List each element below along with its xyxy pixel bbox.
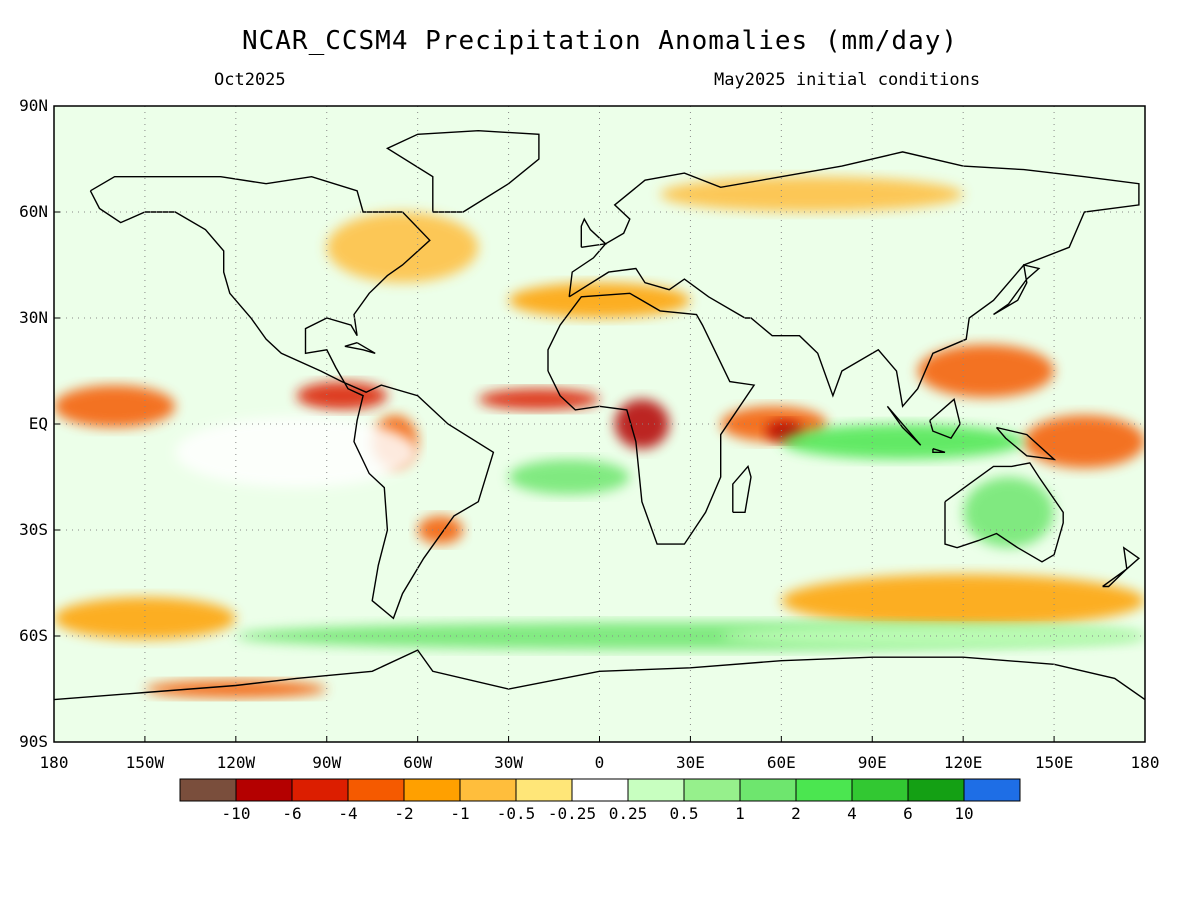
anomaly-region — [326, 212, 479, 283]
lat-tick-label: 30S — [19, 520, 48, 539]
lat-tick-label: 30N — [19, 308, 48, 327]
lat-tick-label: 60N — [19, 202, 48, 221]
colorbar-swatch — [515, 778, 573, 802]
coastline — [54, 649, 1145, 701]
coastline — [944, 462, 1064, 563]
anomaly-region — [54, 597, 236, 640]
coastline — [580, 217, 608, 248]
colorbar-label: -0.5 — [497, 804, 536, 823]
coastline — [547, 292, 756, 545]
anomaly-region — [614, 399, 670, 449]
anomaly-region — [917, 344, 1055, 398]
coastline — [993, 264, 1041, 316]
anomaly-field — [54, 176, 1145, 698]
anomaly-region — [175, 416, 418, 488]
coastline — [732, 464, 752, 513]
colorbar: -10 -6 -4 -2 -1 -0.5 -0.25 0.25 0.5 1 2 4 6 10 — [179, 778, 1021, 823]
colorbar-swatch — [739, 778, 797, 802]
colorbar-swatch — [571, 778, 629, 802]
colorbar-swatch — [459, 778, 517, 802]
anomaly-region — [508, 282, 691, 319]
colorbar-label: -0.25 — [548, 804, 596, 823]
colorbar-swatch — [907, 778, 965, 802]
coastline — [89, 175, 495, 620]
coastline — [995, 426, 1057, 461]
anomaly-region — [296, 381, 388, 410]
lon-tick-label: 60W — [403, 753, 432, 772]
coastline — [385, 129, 540, 213]
coastline — [1102, 546, 1141, 588]
colorbar-swatch — [235, 778, 293, 802]
anomaly-region — [963, 476, 1055, 548]
anomaly-region — [508, 459, 630, 495]
colorbar-swatch — [291, 778, 349, 802]
anomaly-region — [1023, 415, 1145, 469]
colorbar-label: -10 — [222, 804, 251, 823]
colorbar-swatch — [179, 778, 237, 802]
colorbar-label: 4 — [847, 804, 857, 823]
coastline — [886, 405, 922, 446]
lon-tick-label: 150W — [126, 753, 165, 772]
lon-tick-label: 120W — [217, 753, 256, 772]
colorbar-label: -1 — [450, 804, 469, 823]
lon-tick-label: 30W — [494, 753, 523, 772]
lon-tick-label: 0 — [595, 753, 605, 772]
colorbar-swatch — [347, 778, 405, 802]
anomaly-region — [660, 176, 964, 212]
anomaly-region — [478, 388, 600, 410]
colorbar-label: 0.5 — [670, 804, 699, 823]
lat-tick-label: 60S — [19, 626, 48, 645]
colorbar-label: -6 — [282, 804, 301, 823]
colorbar-swatch — [963, 778, 1021, 802]
colorbar-label: 0.25 — [609, 804, 648, 823]
lon-tick-label: 150E — [1035, 753, 1074, 772]
coastline — [932, 448, 946, 453]
lon-tick-label: 180 — [40, 753, 69, 772]
anomaly-region — [54, 385, 176, 428]
lon-tick-label: 90E — [858, 753, 887, 772]
coastline — [929, 398, 961, 439]
lon-tick-label: 60E — [767, 753, 796, 772]
lon-tick-label: 120E — [944, 753, 983, 772]
colorbar-label: -4 — [338, 804, 357, 823]
grid-lines — [54, 106, 1145, 742]
lon-axis: 180 150W 120W 90W 60W 30W 0 30E 60E 90E 120E 150E 18… — [40, 736, 1160, 772]
anomaly-region — [417, 515, 464, 545]
colorbar-swatch — [795, 778, 853, 802]
colorbar-swatch — [851, 778, 909, 802]
anomaly-region — [781, 574, 1145, 628]
colorbar-swatch — [627, 778, 685, 802]
lon-tick-label: 180 — [1131, 753, 1160, 772]
colorbar-label: 10 — [954, 804, 973, 823]
map-title: NCAR_CCSM4 Precipitation Anomalies (mm/d… — [241, 26, 959, 56]
lat-tick-label: 90S — [19, 732, 48, 751]
colorbar-swatch — [683, 778, 741, 802]
anomaly-region — [781, 424, 1024, 460]
lon-tick-label: 30E — [676, 753, 705, 772]
valid-month-label: Oct2025 — [214, 70, 286, 90]
colorbar-label: 1 — [735, 804, 745, 823]
lat-axis: 90N 60N 30N EQ 30S 60S 90S — [19, 96, 60, 751]
lat-tick-label: EQ — [29, 414, 48, 433]
colorbar-label: -2 — [394, 804, 413, 823]
colorbar-swatch — [403, 778, 461, 802]
lon-tick-label: 90W — [312, 753, 341, 772]
lat-tick-label: 90N — [19, 96, 48, 115]
colorbar-label: 2 — [791, 804, 801, 823]
coastlines — [54, 129, 1145, 701]
anomaly-region — [144, 680, 327, 698]
anomaly-region — [720, 625, 1145, 647]
colorbar-label: 6 — [903, 804, 913, 823]
coastline — [344, 342, 376, 354]
initial-conditions-label: May2025 initial conditions — [714, 70, 981, 90]
